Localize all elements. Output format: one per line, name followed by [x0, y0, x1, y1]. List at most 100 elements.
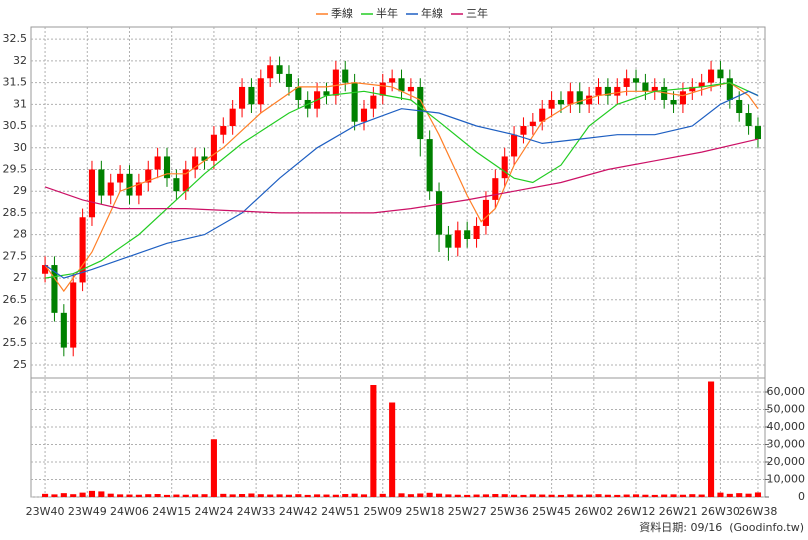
candle-body [614, 86, 621, 96]
volume-bar [445, 494, 452, 497]
legend-label: 三年 [466, 6, 488, 20]
candle-body [379, 82, 386, 96]
volume-bar [679, 494, 686, 497]
volume-bar [567, 494, 574, 497]
volume-bar [323, 494, 330, 497]
y-tick-label: 32.5 [3, 32, 28, 45]
candle-body [464, 230, 471, 239]
volume-bar [267, 494, 274, 497]
y2-tick-label: 30,000 [767, 438, 806, 451]
volume-bar [614, 494, 621, 497]
candle-body [79, 217, 86, 283]
y-tick-label: 25.5 [3, 336, 28, 349]
x-tick-label: 24W42 [279, 505, 318, 518]
candle-body [670, 99, 677, 105]
volume-bar [417, 493, 424, 497]
candle-body [248, 86, 255, 105]
candle-body [454, 230, 461, 248]
volume-bar [304, 494, 311, 497]
x-tick-label: 23W49 [68, 505, 107, 518]
candle-body [689, 86, 696, 92]
y2-tick-label: 50,000 [767, 403, 806, 416]
candle-body [651, 86, 658, 92]
y2-tick-label: 10,000 [767, 473, 806, 486]
x-tick-label: 26W12 [617, 505, 656, 518]
candle-body [708, 69, 715, 83]
volume-bar [276, 494, 283, 497]
y2-tick-label: 40,000 [767, 420, 806, 433]
volume-bar [192, 494, 199, 497]
candle-body [239, 86, 246, 109]
volume-bar [717, 492, 724, 497]
footer: 資料日期: 09/16 (Goodinfo.tw) [639, 520, 804, 534]
volume-bar [107, 493, 114, 497]
y2-tick-label: 20,000 [767, 455, 806, 468]
volume-bar [708, 381, 715, 497]
y-tick-label: 26.5 [3, 293, 28, 306]
candle-body [623, 78, 630, 87]
legend-label: 季線 [331, 6, 353, 20]
volume-bar [220, 493, 227, 497]
candle-body [276, 65, 283, 74]
volume-bar [182, 494, 189, 497]
x-tick-label: 26W38 [739, 505, 778, 518]
volume-bar [529, 494, 536, 497]
x-tick-label: 24W33 [237, 505, 276, 518]
volume-bar [520, 494, 527, 497]
volume-bar [332, 494, 339, 497]
volume-bar [126, 494, 133, 497]
candle-body [88, 169, 96, 218]
volume-bar [145, 494, 152, 497]
volume-bar [210, 439, 217, 497]
volume-bar [314, 494, 321, 497]
x-tick-label: 25W36 [490, 505, 529, 518]
volume-bar [117, 494, 124, 497]
candle-body [370, 95, 377, 109]
volume-bar [79, 492, 86, 497]
y-tick-label: 29.5 [3, 162, 28, 175]
volume-bar [398, 493, 405, 497]
x-tick-label: 25W45 [532, 505, 571, 518]
candle-body [351, 82, 358, 122]
candle-body [229, 108, 236, 127]
volume-bar [586, 494, 593, 497]
moving-average-line [44, 90, 759, 279]
moving-average-line [44, 138, 759, 214]
volume-bar [342, 494, 349, 497]
volume-bar [426, 492, 433, 497]
candle-body [482, 199, 489, 226]
y-tick-label: 26 [13, 315, 27, 328]
volume-bar [154, 494, 161, 497]
candle-body [426, 139, 433, 192]
y-tick-label: 28.5 [3, 206, 28, 219]
y-tick-label: 30.5 [3, 119, 28, 132]
y2-tick-label: 60,000 [767, 385, 806, 398]
volume-bar [726, 493, 733, 497]
volume-bar [370, 385, 377, 497]
legend-label: 半年 [376, 6, 398, 20]
x-tick-label: 24W15 [152, 505, 191, 518]
volume-bar [70, 494, 77, 497]
candle-body [567, 91, 574, 105]
candle-body [698, 82, 705, 87]
volume-bar [88, 490, 96, 497]
candle-body [745, 113, 752, 127]
volume-panel [30, 377, 766, 498]
y-tick-label: 27 [13, 271, 27, 284]
volume-bar [135, 494, 142, 497]
candle-body [435, 191, 443, 235]
candle-body [60, 312, 67, 348]
y2-tick-label: 0 [798, 490, 805, 503]
candle-body [595, 86, 602, 96]
volume-bar [389, 402, 396, 497]
candle-body [98, 169, 105, 196]
volume-bar [173, 494, 180, 497]
candle-body [726, 78, 733, 100]
volume-bar [548, 494, 555, 497]
volume-bar [454, 494, 461, 497]
candle-body [539, 108, 546, 122]
volume-bar [689, 494, 696, 497]
volume-bar [201, 494, 208, 497]
candle-body [135, 182, 142, 196]
volume-bar [576, 494, 583, 497]
